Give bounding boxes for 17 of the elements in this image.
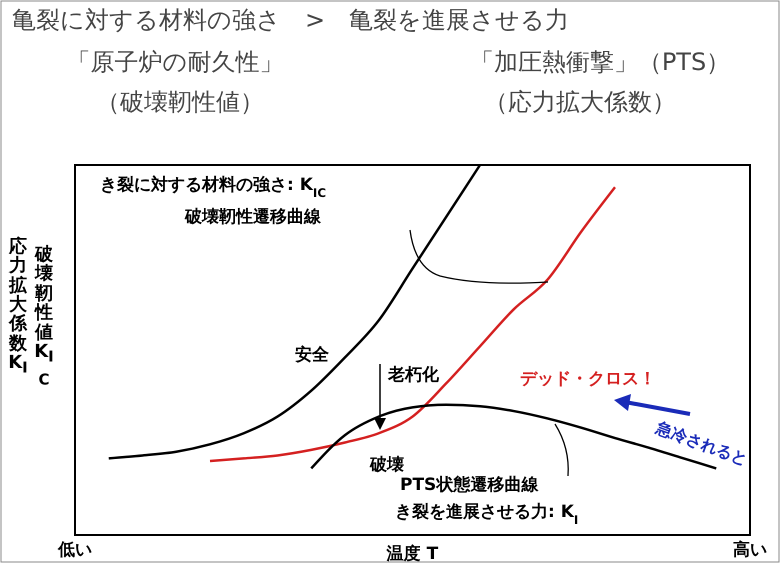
annotation: 急冷されると bbox=[652, 418, 750, 469]
annotation: 老朽化 bbox=[387, 365, 440, 385]
text: （破壊靭性値） bbox=[96, 88, 264, 116]
chart-title: 亀裂に対する材料の強さ > 亀裂を進展させる力 bbox=[12, 6, 570, 34]
annotation: デッド・クロス！ bbox=[520, 369, 656, 389]
x-tick-label: 高い bbox=[733, 540, 767, 560]
x-axis-title: 温度 T bbox=[386, 544, 439, 563]
callout: 破壊靭性遷移曲線 bbox=[185, 207, 548, 284]
text: 「原子炉の耐久性」 bbox=[66, 48, 284, 76]
annotation: 破壊靭性遷移曲線 bbox=[184, 207, 322, 227]
text: 「加圧熱衝撃」（PTS） bbox=[470, 48, 730, 76]
annotation: き裂に対する材料の強さ: K$_{IC}$ bbox=[100, 175, 326, 200]
x-tick-label: 低い bbox=[57, 540, 92, 560]
text: （応力拡大係数） bbox=[484, 88, 676, 116]
annotation: PTS状態遷移曲線 bbox=[400, 475, 540, 495]
annotation: 安全 bbox=[295, 345, 330, 365]
annotation: き裂を進展させる力: K$_{I}$ bbox=[395, 502, 578, 527]
